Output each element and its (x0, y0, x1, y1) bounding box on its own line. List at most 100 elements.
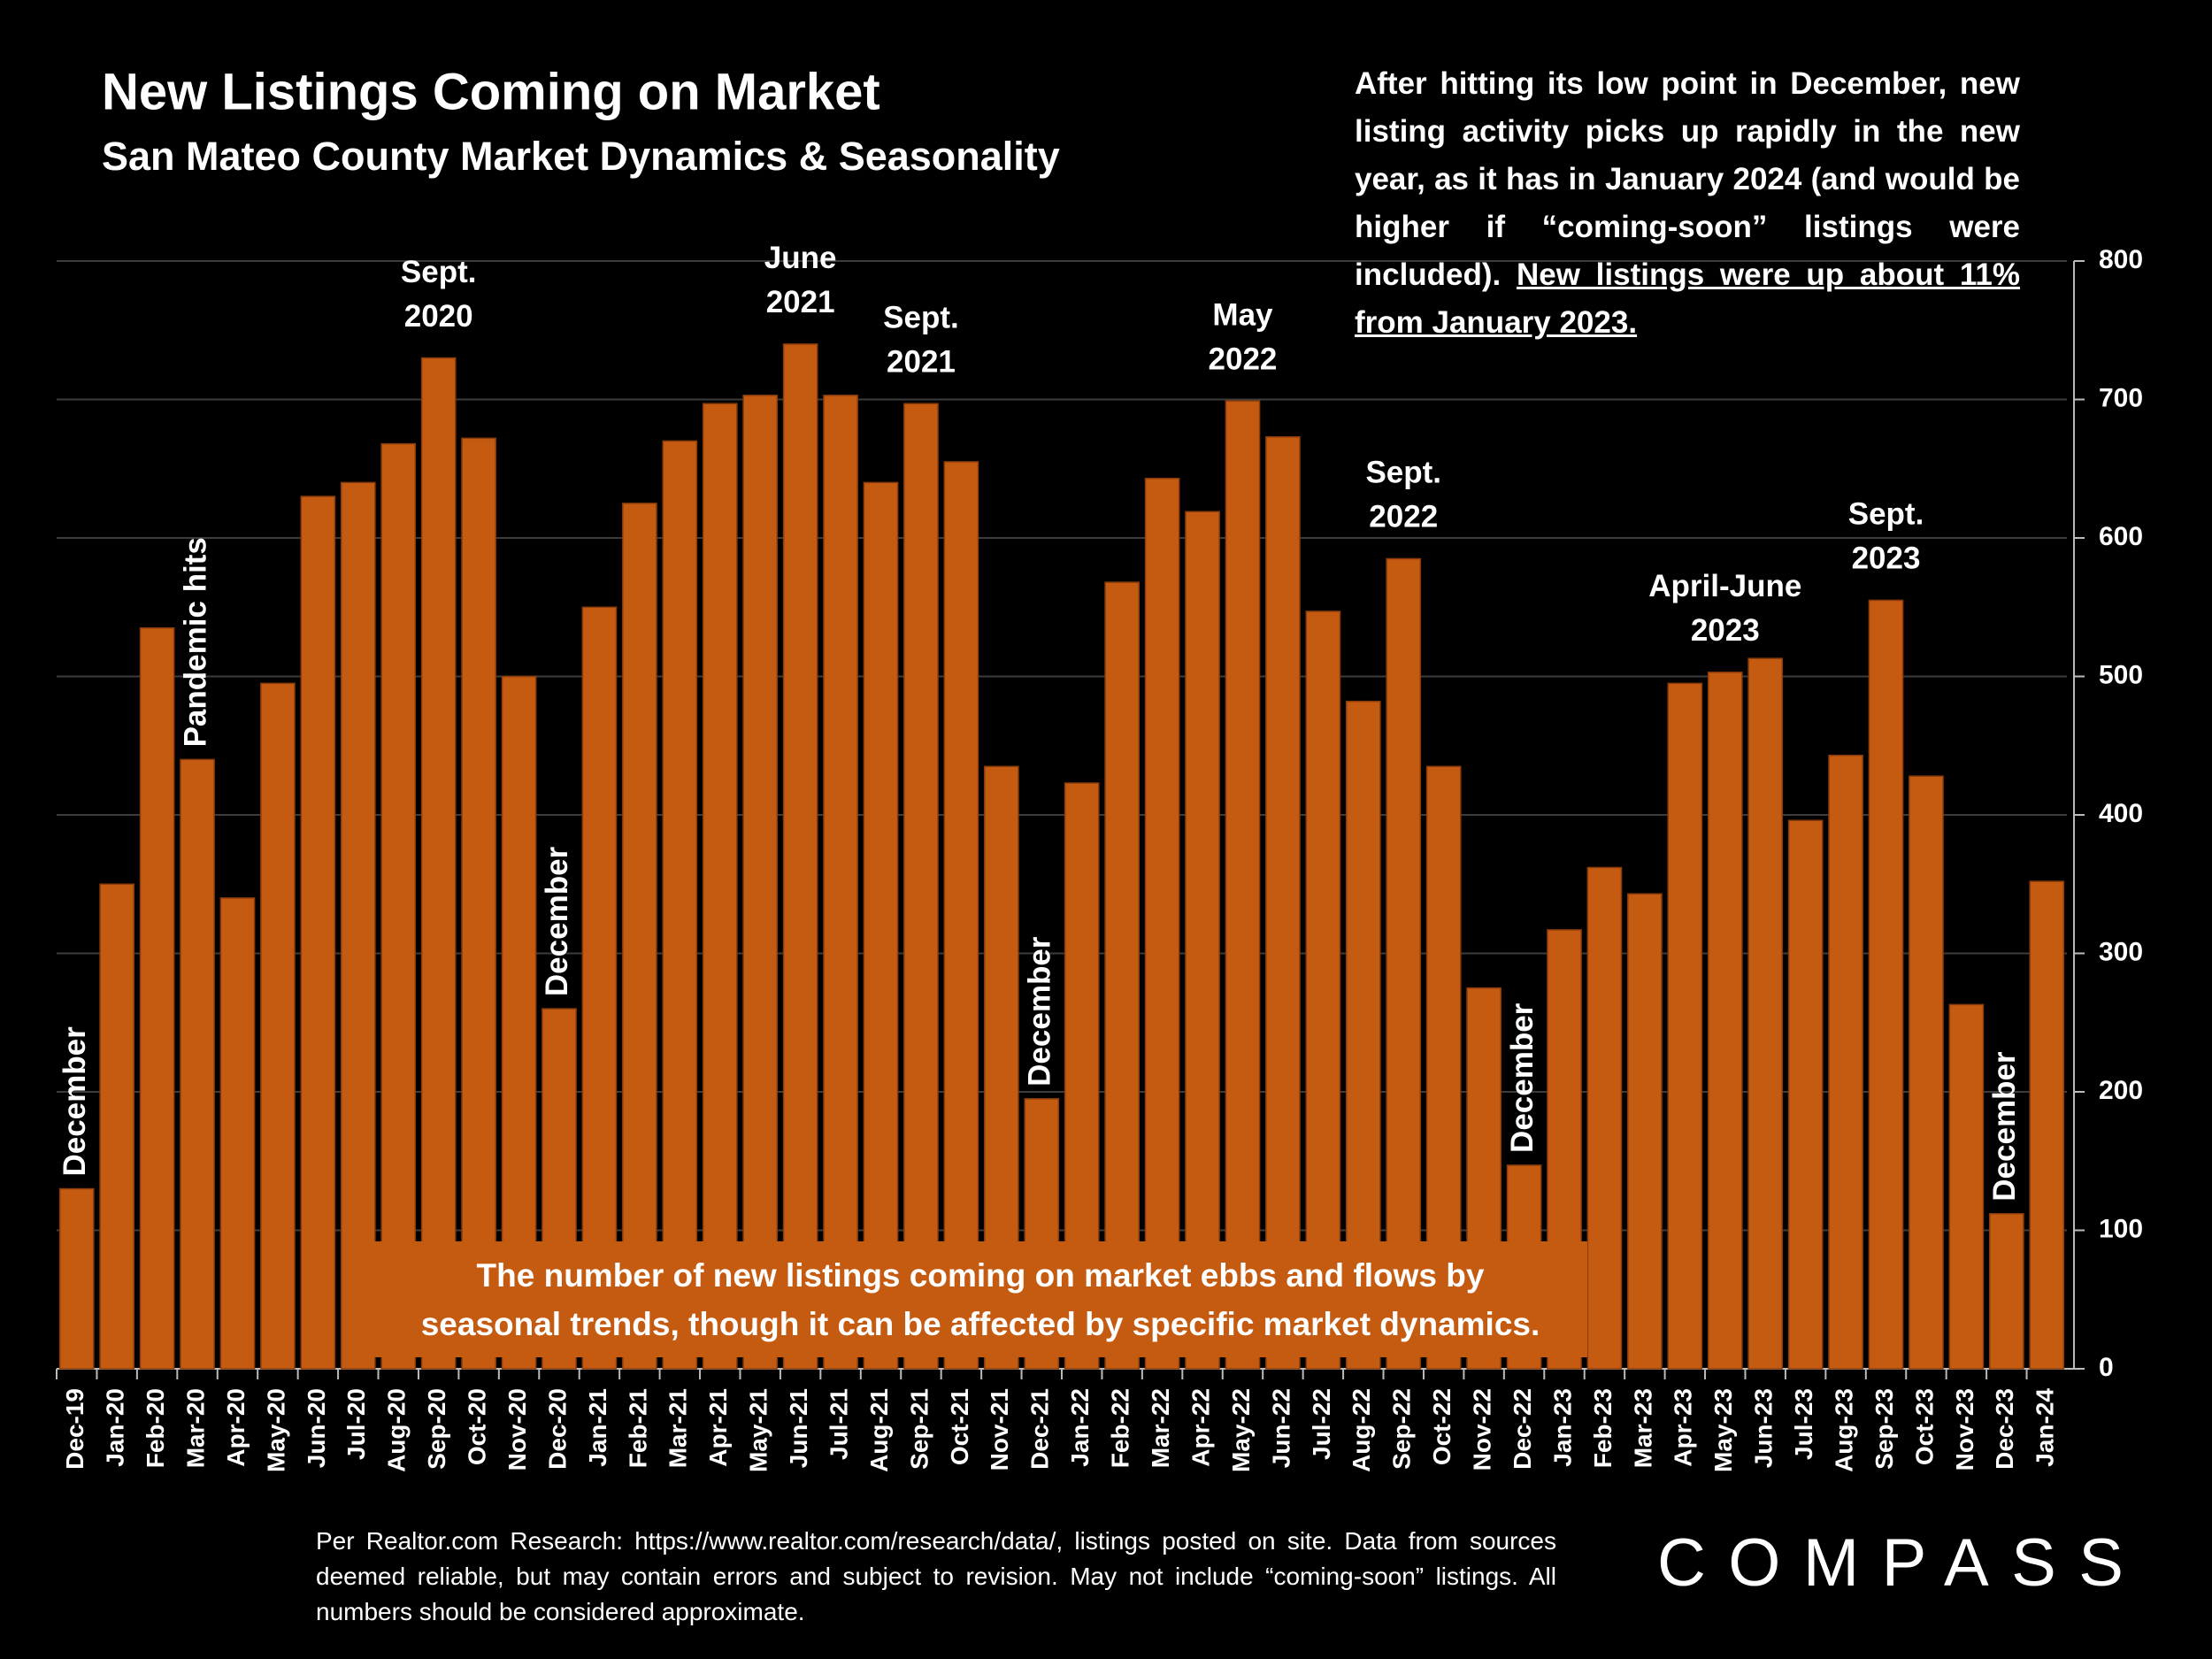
bar (1667, 682, 1703, 1370)
x-tick-label: Aug-20 (383, 1388, 411, 1472)
x-tick-label: Jul-20 (342, 1388, 370, 1460)
x-tick-label: Sep-20 (423, 1388, 450, 1470)
bar (903, 403, 939, 1370)
y-tick-label: 300 (2099, 937, 2143, 966)
note-text: The number of new listings coming on mar… (477, 1257, 1485, 1294)
bar (219, 897, 256, 1370)
x-tick-label: Aug-22 (1348, 1388, 1375, 1472)
bar (863, 481, 899, 1370)
bar (99, 883, 134, 1370)
x-tick-label: Oct-22 (1428, 1388, 1455, 1465)
x-tick-label: Jun-21 (785, 1388, 812, 1468)
x-tick-label: Dec-20 (543, 1388, 571, 1470)
x-tick-label: Nov-22 (1469, 1388, 1496, 1471)
x-tick-label: Dec-23 (1991, 1388, 2018, 1470)
chart-subtitle: San Mateo County Market Dynamics & Seaso… (102, 134, 1060, 179)
x-tick-label: Jul-21 (825, 1388, 852, 1460)
bar (300, 495, 336, 1370)
bar (622, 503, 657, 1370)
annotation: Pandemic hits (178, 537, 212, 747)
bar (1989, 1212, 2024, 1370)
x-tick-label: Apr-21 (704, 1388, 732, 1467)
bar (340, 481, 376, 1370)
x-tick-label: Oct-20 (464, 1388, 491, 1465)
callout-underlined: New listings were up about 11% from Janu… (1355, 257, 2020, 340)
bar (782, 343, 818, 1370)
x-tick-label: May-20 (262, 1388, 289, 1472)
bar (58, 1187, 95, 1370)
bar (742, 395, 779, 1370)
annotation: December (1987, 1051, 2022, 1202)
annotation: Sept. (1365, 456, 1441, 490)
annotation: April-June (1648, 569, 1801, 603)
bar (1948, 1003, 1985, 1370)
y-tick-label: 200 (2099, 1076, 2143, 1105)
callout: After hitting its low point in December,… (1355, 60, 2020, 347)
annotation: December (58, 1026, 92, 1177)
bar (1828, 754, 1863, 1370)
bar (380, 442, 417, 1370)
callout-text: After hitting its low point in December,… (1355, 66, 2020, 292)
bar (702, 403, 738, 1370)
annotation: June (764, 241, 837, 275)
x-tick-label: Dec-22 (1509, 1388, 1536, 1470)
x-tick-label: Sep-21 (905, 1388, 933, 1470)
bar (1185, 511, 1220, 1370)
x-tick-label: Dec-19 (61, 1388, 88, 1470)
bar (180, 758, 215, 1370)
bar (1627, 893, 1663, 1370)
x-tick-label: Jan-22 (1066, 1388, 1094, 1467)
bar (1225, 400, 1261, 1370)
x-tick-label: Jun-22 (1267, 1388, 1294, 1468)
bar (1265, 436, 1301, 1370)
bar (823, 395, 858, 1370)
annotation: 2023 (1691, 613, 1760, 648)
y-tick-label: 800 (2099, 245, 2143, 274)
logo: COMPASS (1657, 1525, 2124, 1601)
bar (1386, 557, 1422, 1370)
bar (1747, 657, 1784, 1370)
x-tick-label: Jul-22 (1308, 1388, 1335, 1460)
x-tick-label: Feb-20 (142, 1388, 169, 1468)
annotation: Sept. (883, 300, 959, 334)
x-tick-label: Nov-23 (1951, 1388, 1978, 1471)
annotation: December (1505, 1002, 1540, 1153)
x-tick-label: Jan-21 (584, 1388, 611, 1467)
x-tick-label: May-21 (745, 1388, 772, 1472)
bar (1586, 866, 1623, 1370)
bar (1707, 672, 1743, 1370)
annotation: Sept. (401, 255, 477, 289)
annotation: 2021 (887, 344, 956, 379)
bar (1104, 581, 1140, 1370)
x-tick-label: Nov-20 (503, 1388, 531, 1471)
x-tick-label: May-22 (1227, 1388, 1255, 1472)
annotation: 2022 (1369, 500, 1438, 534)
bar (260, 682, 296, 1370)
x-tick-label: Oct-23 (1910, 1388, 1938, 1465)
x-tick-label: Jan-23 (1548, 1388, 1576, 1467)
source-note: Per Realtor.com Research: https://www.re… (316, 1527, 1556, 1625)
annotation: 2023 (1852, 541, 1921, 576)
y-tick-label: 600 (2099, 522, 2143, 551)
x-tick-label: Apr-22 (1187, 1388, 1214, 1467)
bar (1868, 599, 1904, 1370)
annotation: December (1023, 936, 1057, 1087)
x-tick-label: Jul-23 (1790, 1388, 1817, 1460)
y-tick-label: 500 (2099, 660, 2143, 689)
x-tick-label: Feb-23 (1589, 1388, 1617, 1468)
note-box (373, 1241, 1587, 1357)
annotation: Sept. (1848, 497, 1924, 532)
y-tick-label: 100 (2099, 1214, 2143, 1243)
x-tick-label: Mar-22 (1147, 1388, 1174, 1468)
bar (139, 626, 175, 1370)
bar (1787, 819, 1824, 1370)
bar (420, 357, 457, 1370)
x-tick-label: Oct-21 (946, 1388, 973, 1465)
x-tick-label: Jun-20 (303, 1388, 330, 1468)
bar (461, 437, 496, 1370)
bar (1144, 477, 1180, 1370)
x-tick-label: Sep-22 (1388, 1388, 1416, 1470)
annotation: 2020 (404, 299, 473, 334)
